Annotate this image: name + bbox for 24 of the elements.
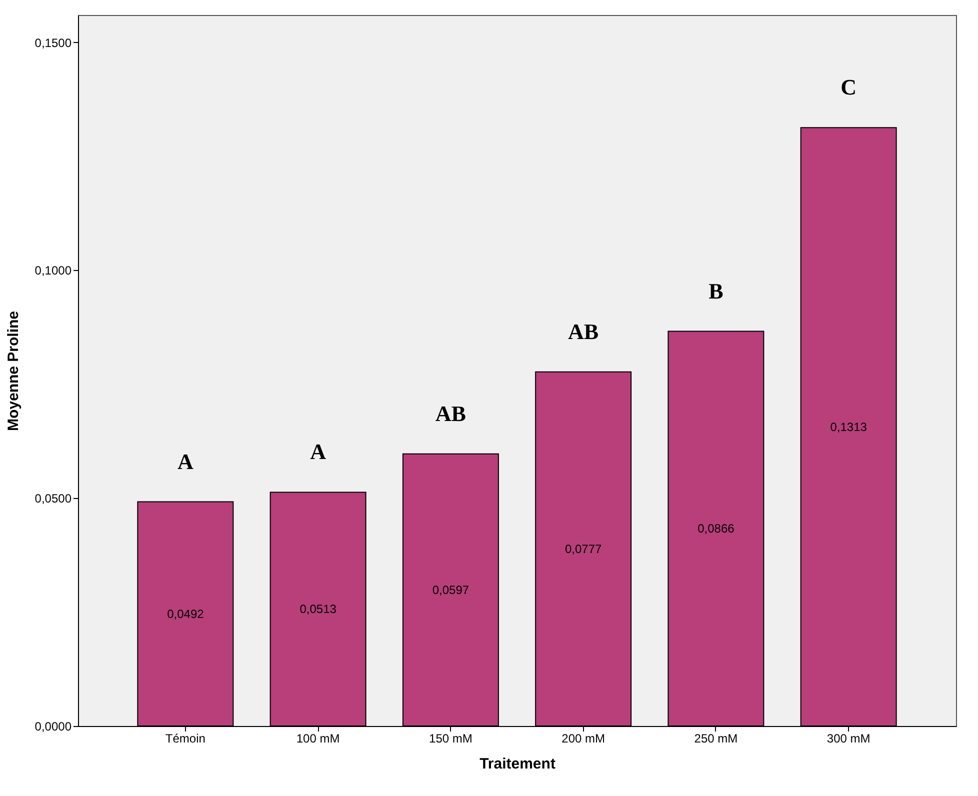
data-label: 0,0513: [300, 602, 337, 616]
data-label: 0,0777: [564, 542, 602, 556]
x-tick-label: 200 mM: [562, 732, 605, 746]
x-tick-label: 150 mM: [429, 732, 472, 746]
x-tick-label: 100 mM: [296, 732, 340, 746]
annotation: AB: [435, 400, 466, 426]
x-axis-title: Traitement: [480, 756, 556, 772]
y-tick-label: 0,1000: [34, 264, 72, 278]
y-tick-label: 0,0500: [34, 492, 72, 506]
annotation: B: [708, 278, 724, 304]
x-tick-label: 300 mM: [826, 732, 870, 746]
data-label: 0,0866: [698, 522, 735, 536]
y-tick-label: 0,0000: [34, 720, 72, 734]
data-label: 0,1313: [830, 420, 868, 434]
annotation: A: [177, 448, 194, 474]
y-tick-label: 0,1500: [34, 36, 72, 50]
annotation: AB: [568, 318, 599, 344]
data-label: 0,0597: [432, 582, 470, 597]
x-tick-label: 250 mM: [694, 732, 738, 746]
annotation: C: [840, 74, 857, 100]
y-axis-title: Moyenne Proline: [4, 310, 22, 432]
x-tick-label: Témoin: [165, 732, 206, 746]
annotation: A: [310, 439, 326, 464]
data-label: 0,0492: [167, 606, 204, 621]
